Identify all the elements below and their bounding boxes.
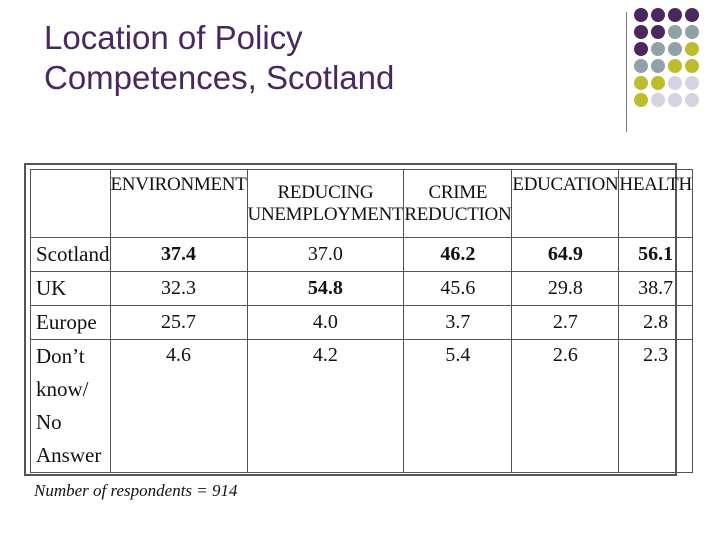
row-label-line: Answer <box>36 443 102 467</box>
decorative-dot <box>685 42 699 56</box>
decorative-dot <box>651 8 665 22</box>
header-health: HEALTH <box>618 169 693 238</box>
header-crime-line-2: REDUCTION <box>404 203 512 225</box>
header-crime-reduction: CRIME REDUCTION <box>403 169 513 238</box>
row-label-line: know/ <box>36 377 89 401</box>
header-reducing-line-1: REDUCING <box>277 181 374 203</box>
decorative-dot <box>634 42 648 56</box>
cell-value: 4.0 <box>246 305 405 340</box>
decorative-dot <box>634 93 648 107</box>
cell-value: 38.7 <box>618 271 693 306</box>
slide-title-line-2: Competences, Scotland <box>44 59 395 96</box>
row-label-europe: Europe <box>30 305 111 340</box>
header-reducing-line-2: UNEMPLOYMENT <box>247 203 404 225</box>
cell-value: 4.2 <box>246 339 405 473</box>
cell-value: 4.6 <box>109 339 248 473</box>
header-health-text: HEALTH <box>619 174 692 195</box>
decorative-dot <box>668 42 682 56</box>
cell-value: 46.2 <box>403 237 513 272</box>
table-row: UK 32.3 54.8 45.6 29.8 38.7 <box>30 271 693 306</box>
cell-value: 29.8 <box>511 271 620 306</box>
header-environment: ENVIRONMENT <box>109 169 248 238</box>
header-environment-text: ENVIRONMENT <box>110 174 247 195</box>
cell-value: 56.1 <box>618 237 693 272</box>
decorative-dot <box>634 8 648 22</box>
row-label-scotland: Scotland <box>30 237 111 272</box>
decorative-dot <box>685 76 699 90</box>
cell-value: 64.9 <box>511 237 620 272</box>
decorative-divider <box>626 12 627 132</box>
cell-value: 32.3 <box>109 271 248 306</box>
row-label-line: Don’t <box>36 344 85 368</box>
cell-value: 37.4 <box>109 237 248 272</box>
policy-competences-table: ENVIRONMENT REDUCING UNEMPLOYMENT CRIME … <box>30 169 693 473</box>
policy-table-frame: ENVIRONMENT REDUCING UNEMPLOYMENT CRIME … <box>24 163 693 476</box>
decorative-dot <box>668 59 682 73</box>
decorative-dot <box>651 76 665 90</box>
cell-value: 3.7 <box>403 305 513 340</box>
decorative-dot <box>634 25 648 39</box>
decorative-dot <box>634 59 648 73</box>
table-row: Scotland 37.4 37.0 46.2 64.9 56.1 <box>30 237 693 272</box>
decorative-dot <box>651 59 665 73</box>
cell-value: 45.6 <box>403 271 513 306</box>
decorative-dot <box>651 93 665 107</box>
respondents-footnote: Number of respondents = 914 <box>34 481 238 500</box>
header-education: EDUCATION <box>511 169 620 238</box>
cell-value: 5.4 <box>403 339 513 473</box>
slide-title: Location of Policy Competences, Scotland <box>44 18 394 98</box>
row-label-line: No <box>36 410 62 434</box>
decorative-dot <box>685 25 699 39</box>
decorative-dot <box>668 93 682 107</box>
decorative-dot <box>668 76 682 90</box>
cell-value: 2.7 <box>511 305 620 340</box>
decorative-dot <box>685 93 699 107</box>
table-header-row: ENVIRONMENT REDUCING UNEMPLOYMENT CRIME … <box>30 169 693 238</box>
cell-value: 2.8 <box>618 305 693 340</box>
decorative-dot <box>634 76 648 90</box>
decorative-dot <box>668 8 682 22</box>
cell-value: 54.8 <box>246 271 405 306</box>
header-reducing-unemployment: REDUCING UNEMPLOYMENT <box>246 169 405 238</box>
decorative-dot <box>685 8 699 22</box>
row-label-dont-know: Don’t know/ No Answer <box>30 339 111 473</box>
row-label-uk: UK <box>30 271 111 306</box>
slide-title-line-1: Location of Policy <box>44 19 303 56</box>
decorative-dot <box>685 59 699 73</box>
table-row: Europe 25.7 4.0 3.7 2.7 2.8 <box>30 305 693 340</box>
table-row: Don’t know/ No Answer 4.6 4.2 5.4 2.6 2.… <box>30 339 693 473</box>
cell-value: 2.6 <box>511 339 620 473</box>
header-education-text: EDUCATION <box>512 174 619 195</box>
decorative-dot <box>651 42 665 56</box>
header-crime-line-1: CRIME <box>428 181 488 203</box>
decorative-dot <box>668 25 682 39</box>
decorative-dot <box>651 25 665 39</box>
cell-value: 37.0 <box>246 237 405 272</box>
header-blank <box>30 169 111 238</box>
cell-value: 2.3 <box>618 339 693 473</box>
cell-value: 25.7 <box>109 305 248 340</box>
